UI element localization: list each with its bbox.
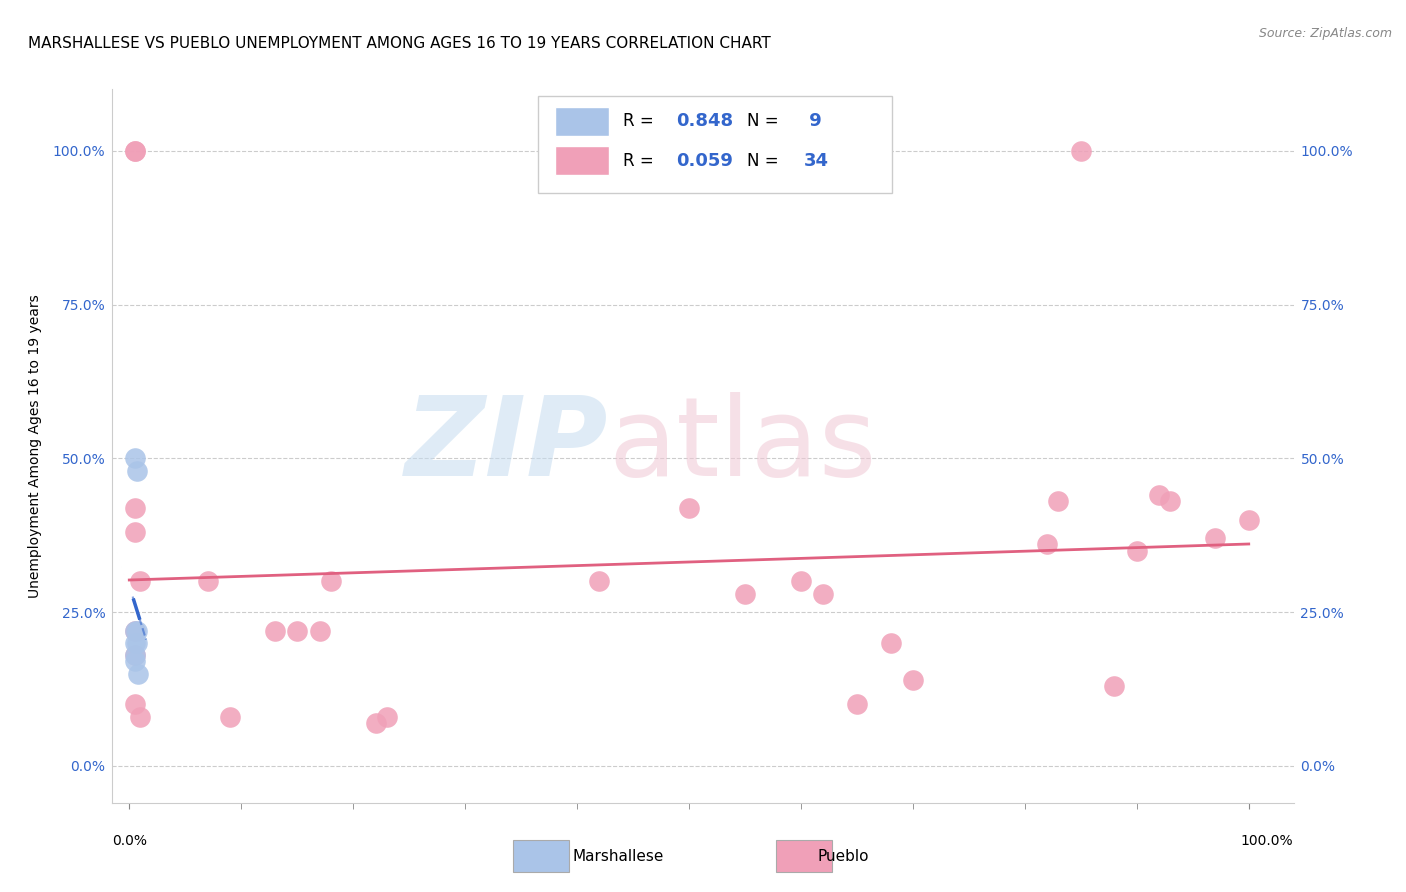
Text: 0.0%: 0.0% bbox=[112, 834, 148, 848]
Text: Pueblo: Pueblo bbox=[818, 849, 869, 863]
Point bbox=[124, 144, 146, 158]
Point bbox=[124, 624, 146, 638]
Point bbox=[124, 451, 146, 466]
Point bbox=[879, 636, 901, 650]
FancyBboxPatch shape bbox=[776, 840, 832, 872]
Text: 100.0%: 100.0% bbox=[1241, 834, 1294, 848]
Text: N =: N = bbox=[747, 112, 783, 129]
Point bbox=[124, 654, 146, 668]
Point bbox=[588, 574, 610, 589]
Point bbox=[1126, 543, 1149, 558]
Text: R =: R = bbox=[623, 152, 658, 169]
Point bbox=[129, 709, 152, 723]
Point bbox=[124, 144, 146, 158]
Point bbox=[678, 500, 700, 515]
Text: R =: R = bbox=[623, 112, 658, 129]
Point bbox=[1159, 494, 1181, 508]
Point bbox=[285, 624, 308, 638]
Point bbox=[1104, 679, 1126, 693]
Point bbox=[219, 709, 242, 723]
Point bbox=[1204, 531, 1226, 545]
Point bbox=[845, 698, 868, 712]
Point bbox=[901, 673, 924, 687]
FancyBboxPatch shape bbox=[537, 96, 891, 193]
Point bbox=[813, 587, 835, 601]
Point bbox=[1237, 513, 1260, 527]
Point bbox=[790, 574, 813, 589]
Text: 0.059: 0.059 bbox=[676, 152, 733, 169]
Text: Marshallese: Marshallese bbox=[574, 849, 664, 863]
Point bbox=[129, 574, 152, 589]
FancyBboxPatch shape bbox=[513, 840, 569, 872]
Point bbox=[127, 464, 149, 478]
Point bbox=[319, 574, 342, 589]
Point bbox=[1047, 494, 1070, 508]
Point bbox=[197, 574, 219, 589]
Point bbox=[364, 715, 387, 730]
Point bbox=[124, 648, 146, 662]
Point bbox=[734, 587, 756, 601]
Point bbox=[124, 624, 146, 638]
Point bbox=[124, 500, 146, 515]
Point bbox=[375, 709, 398, 723]
Point bbox=[1036, 537, 1059, 551]
Text: 0.848: 0.848 bbox=[676, 112, 733, 129]
Text: Source: ZipAtlas.com: Source: ZipAtlas.com bbox=[1258, 27, 1392, 40]
FancyBboxPatch shape bbox=[555, 107, 609, 136]
Text: atlas: atlas bbox=[609, 392, 877, 500]
Y-axis label: Unemployment Among Ages 16 to 19 years: Unemployment Among Ages 16 to 19 years bbox=[28, 294, 42, 598]
Point bbox=[124, 636, 146, 650]
Point bbox=[127, 666, 149, 681]
Text: N =: N = bbox=[747, 152, 783, 169]
Point bbox=[124, 698, 146, 712]
Point bbox=[1070, 144, 1092, 158]
Text: 34: 34 bbox=[803, 152, 828, 169]
Text: 9: 9 bbox=[803, 112, 823, 129]
Point bbox=[127, 636, 149, 650]
Point bbox=[263, 624, 285, 638]
Point bbox=[1147, 488, 1170, 502]
Point bbox=[127, 624, 149, 638]
Text: MARSHALLESE VS PUEBLO UNEMPLOYMENT AMONG AGES 16 TO 19 YEARS CORRELATION CHART: MARSHALLESE VS PUEBLO UNEMPLOYMENT AMONG… bbox=[28, 36, 770, 51]
Point bbox=[124, 648, 146, 662]
Point bbox=[124, 525, 146, 540]
Text: ZIP: ZIP bbox=[405, 392, 609, 500]
Point bbox=[308, 624, 330, 638]
FancyBboxPatch shape bbox=[555, 146, 609, 175]
